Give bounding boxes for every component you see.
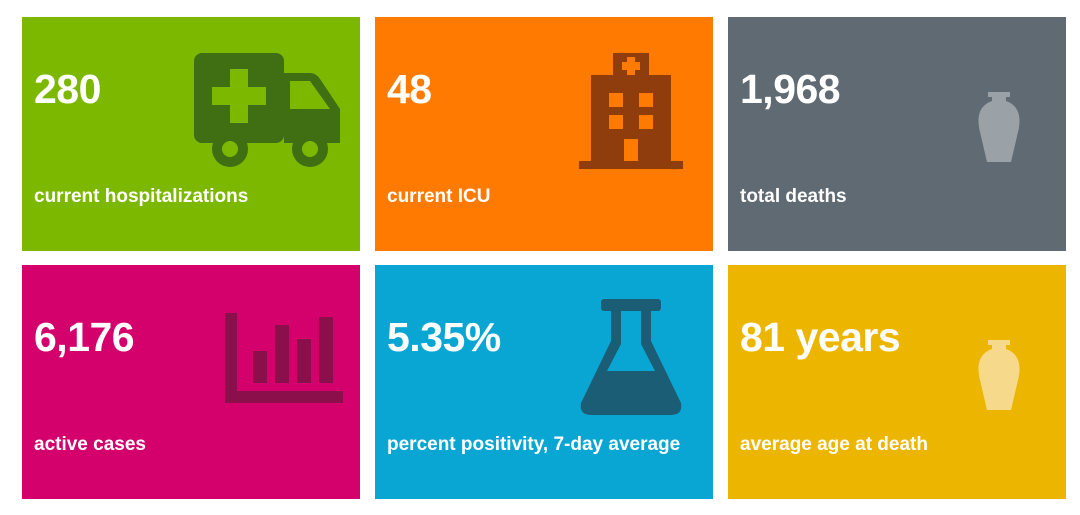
- tile-current-hospitalizations: 280 current hospitalizations: [22, 17, 360, 251]
- tile-total-deaths: 1,968 total deaths: [728, 17, 1066, 251]
- tile-value: 6,176: [34, 314, 135, 360]
- tile-active-cases: 6,176 active cases: [22, 265, 360, 499]
- tile-label: current ICU: [387, 186, 491, 207]
- tile-label: current hospitalizations: [34, 186, 249, 207]
- tile-label: average age at death: [740, 434, 928, 455]
- tile-current-icu: 48 current ICU: [375, 17, 713, 251]
- tile-label: percent positivity, 7-day average: [387, 434, 681, 455]
- bar-chart-icon: [225, 313, 343, 405]
- tile-label: total deaths: [740, 186, 847, 207]
- tile-average-age-at-death: 81 years average age at death: [728, 265, 1066, 499]
- urn-icon: [976, 340, 1022, 412]
- tile-value: 48: [387, 66, 432, 112]
- tile-value: 5.35%: [387, 314, 501, 360]
- tile-label: active cases: [34, 434, 146, 455]
- tile-value: 1,968: [740, 66, 841, 112]
- ambulance-icon: [192, 53, 342, 171]
- hospital-icon: [579, 53, 683, 171]
- tile-value: 280: [34, 66, 101, 112]
- tile-percent-positivity: 5.35% percent positivity, 7-day average: [375, 265, 713, 499]
- tile-value: 81 years: [740, 314, 901, 360]
- flask-icon: [579, 299, 683, 417]
- urn-icon: [976, 92, 1022, 164]
